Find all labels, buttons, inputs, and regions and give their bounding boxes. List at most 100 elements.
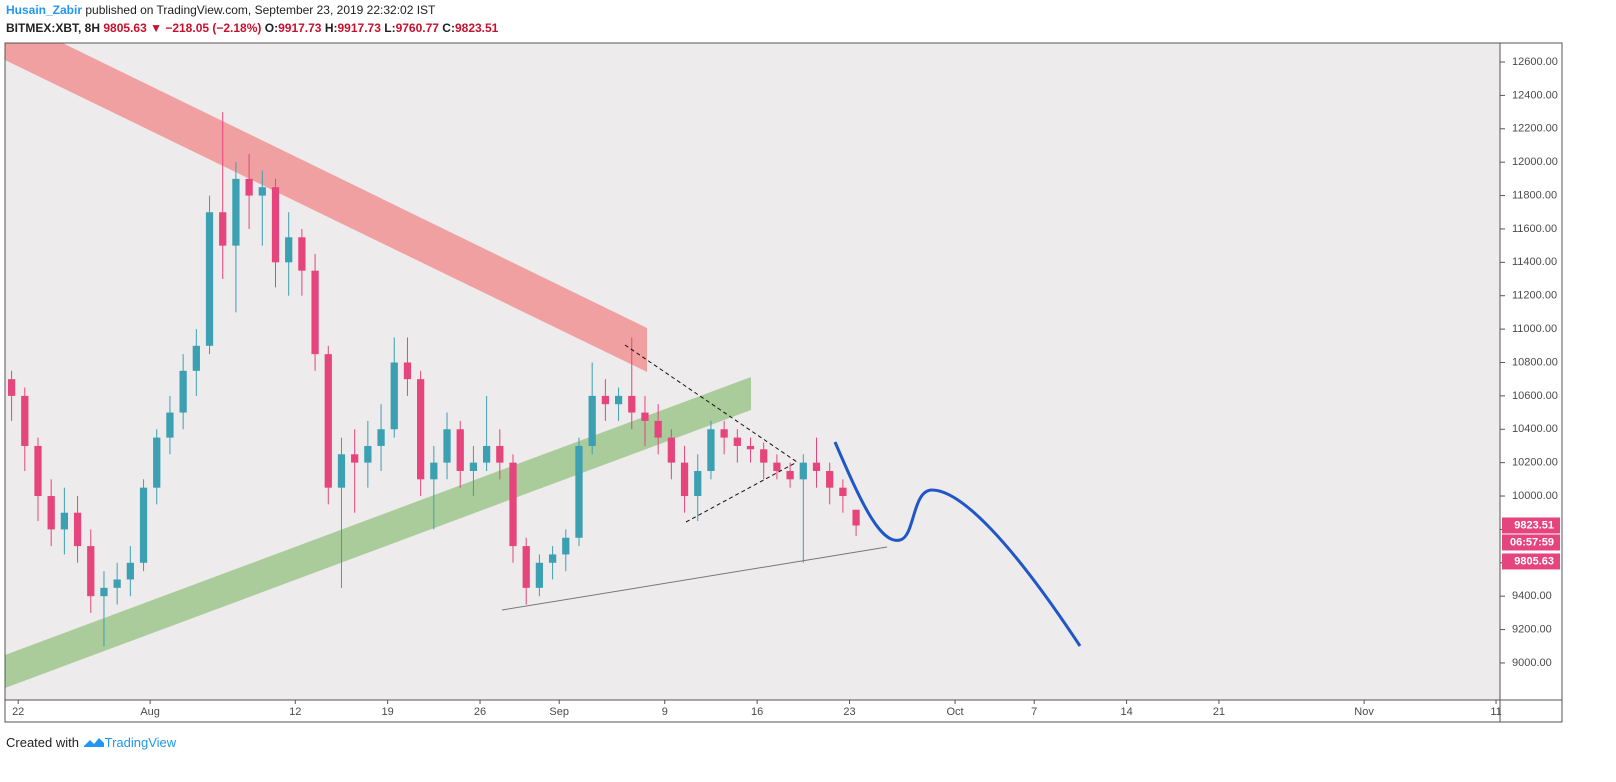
y-tick-label: 11800.00: [1512, 189, 1557, 201]
candle-body: [707, 429, 715, 471]
candle-body: [337, 454, 346, 488]
brand[interactable]: TradingView: [104, 735, 177, 750]
y-tick-label: 11600.00: [1512, 223, 1557, 235]
candle-body: [641, 412, 649, 421]
candle-body: [667, 437, 675, 463]
candle-body: [522, 546, 530, 588]
candle-body: [786, 470, 794, 480]
x-tick-label: 12: [289, 706, 301, 718]
candle-body: [417, 379, 425, 480]
candle-body: [377, 429, 385, 446]
candle-body: [839, 487, 847, 497]
x-tick-label: Sep: [549, 706, 569, 718]
y-tick-label: 10600.00: [1512, 390, 1558, 402]
countdown: 06:57:59: [1510, 536, 1554, 548]
candle-body: [153, 437, 161, 488]
y-tick-label: 12600.00: [1512, 56, 1558, 68]
footer: Created with TradingView: [6, 735, 176, 750]
candle-body: [496, 445, 504, 463]
candle-body: [100, 587, 108, 597]
x-tick-label: Nov: [1354, 706, 1374, 718]
candle-body: [73, 512, 82, 547]
y-tick-label: 10200.00: [1512, 457, 1558, 469]
candle-body: [126, 562, 134, 580]
y-tick-label: 10400.00: [1512, 423, 1558, 435]
drawings: [5, 43, 751, 688]
candle-body: [614, 395, 623, 405]
x-tick-label: 19: [382, 706, 394, 718]
candle-body: [324, 354, 332, 488]
candle-body: [258, 187, 266, 196]
candle-body: [219, 212, 227, 246]
candle-body: [852, 509, 860, 526]
y-tick-label: 12200.00: [1512, 123, 1558, 135]
candle-body: [733, 437, 741, 446]
o: 9917.73: [278, 21, 322, 35]
candle-body: [601, 395, 610, 405]
countdown-bg: [1502, 534, 1560, 551]
x-tick-label: 21: [1213, 706, 1225, 718]
candle-body: [245, 178, 253, 196]
candle-body: [694, 470, 702, 497]
y-tick-label: 9200.00: [1512, 623, 1552, 635]
x-tick-label: 23: [843, 706, 855, 718]
candle-body: [456, 429, 464, 471]
y-tick-label: 10800.00: [1512, 356, 1558, 368]
candle-body: [575, 445, 583, 538]
frame: [4, 42, 1563, 723]
change: −218.05 (−2.18%): [165, 21, 262, 35]
price-tag: [1502, 517, 1560, 534]
candles: [7, 112, 860, 647]
y-tick-label: 9000.00: [1512, 657, 1552, 669]
candle-body: [47, 496, 55, 530]
x-tick-label: 14: [1120, 706, 1132, 718]
resistance-band: [5, 43, 647, 372]
logo: [83, 738, 104, 747]
c-label: C:: [442, 21, 455, 35]
candle-body: [179, 370, 187, 413]
candle-body: [628, 395, 636, 413]
axes: 9000.009200.009400.009600.009800.0010000…: [12, 56, 1560, 718]
x-tick-label: 7: [1031, 706, 1037, 718]
candle-body: [390, 362, 398, 430]
candle-body: [139, 487, 148, 563]
candle-body: [720, 429, 728, 438]
symbol-line: BITMEX:XBT, 8H 9805.63 ▼ −218.05 (−2.18%…: [6, 21, 498, 35]
candle-body: [680, 462, 689, 497]
o-label: O:: [264, 21, 279, 35]
candle-body: [271, 187, 280, 263]
candle-body: [34, 445, 42, 497]
h: 9917.73: [337, 21, 381, 35]
candle-body: [482, 445, 491, 463]
candle-body: [113, 579, 121, 588]
candle-body: [21, 395, 29, 446]
candle-body: [166, 412, 174, 438]
candle-body: [232, 178, 240, 246]
candle-body: [588, 395, 596, 446]
candle-body: [773, 462, 781, 471]
h-label: H:: [324, 21, 338, 35]
created: Created with: [6, 735, 79, 750]
candle-body: [509, 462, 517, 547]
arrow: ▼: [150, 21, 162, 35]
candle-body: [298, 237, 306, 271]
l: 9760.77: [395, 21, 439, 35]
published: published on TradingView.com, September …: [85, 3, 436, 17]
price-tag: [1502, 553, 1560, 570]
author[interactable]: Husain_Zabir: [6, 3, 83, 17]
support-band: [5, 377, 751, 688]
candle-body: [799, 462, 807, 480]
candle-body: [430, 462, 438, 480]
y-tick-label: 12400.00: [1512, 89, 1558, 101]
candle-body: [469, 462, 478, 471]
annotations: [501, 344, 1082, 647]
candle-body: [311, 270, 319, 355]
trend-line: [501, 546, 888, 611]
l-label: L:: [384, 21, 396, 35]
candle-body: [205, 212, 214, 346]
candle-body: [654, 420, 662, 438]
candle-body: [192, 345, 200, 371]
y-tick-label: 12000.00: [1512, 156, 1558, 168]
projection-curve: [833, 441, 1082, 647]
